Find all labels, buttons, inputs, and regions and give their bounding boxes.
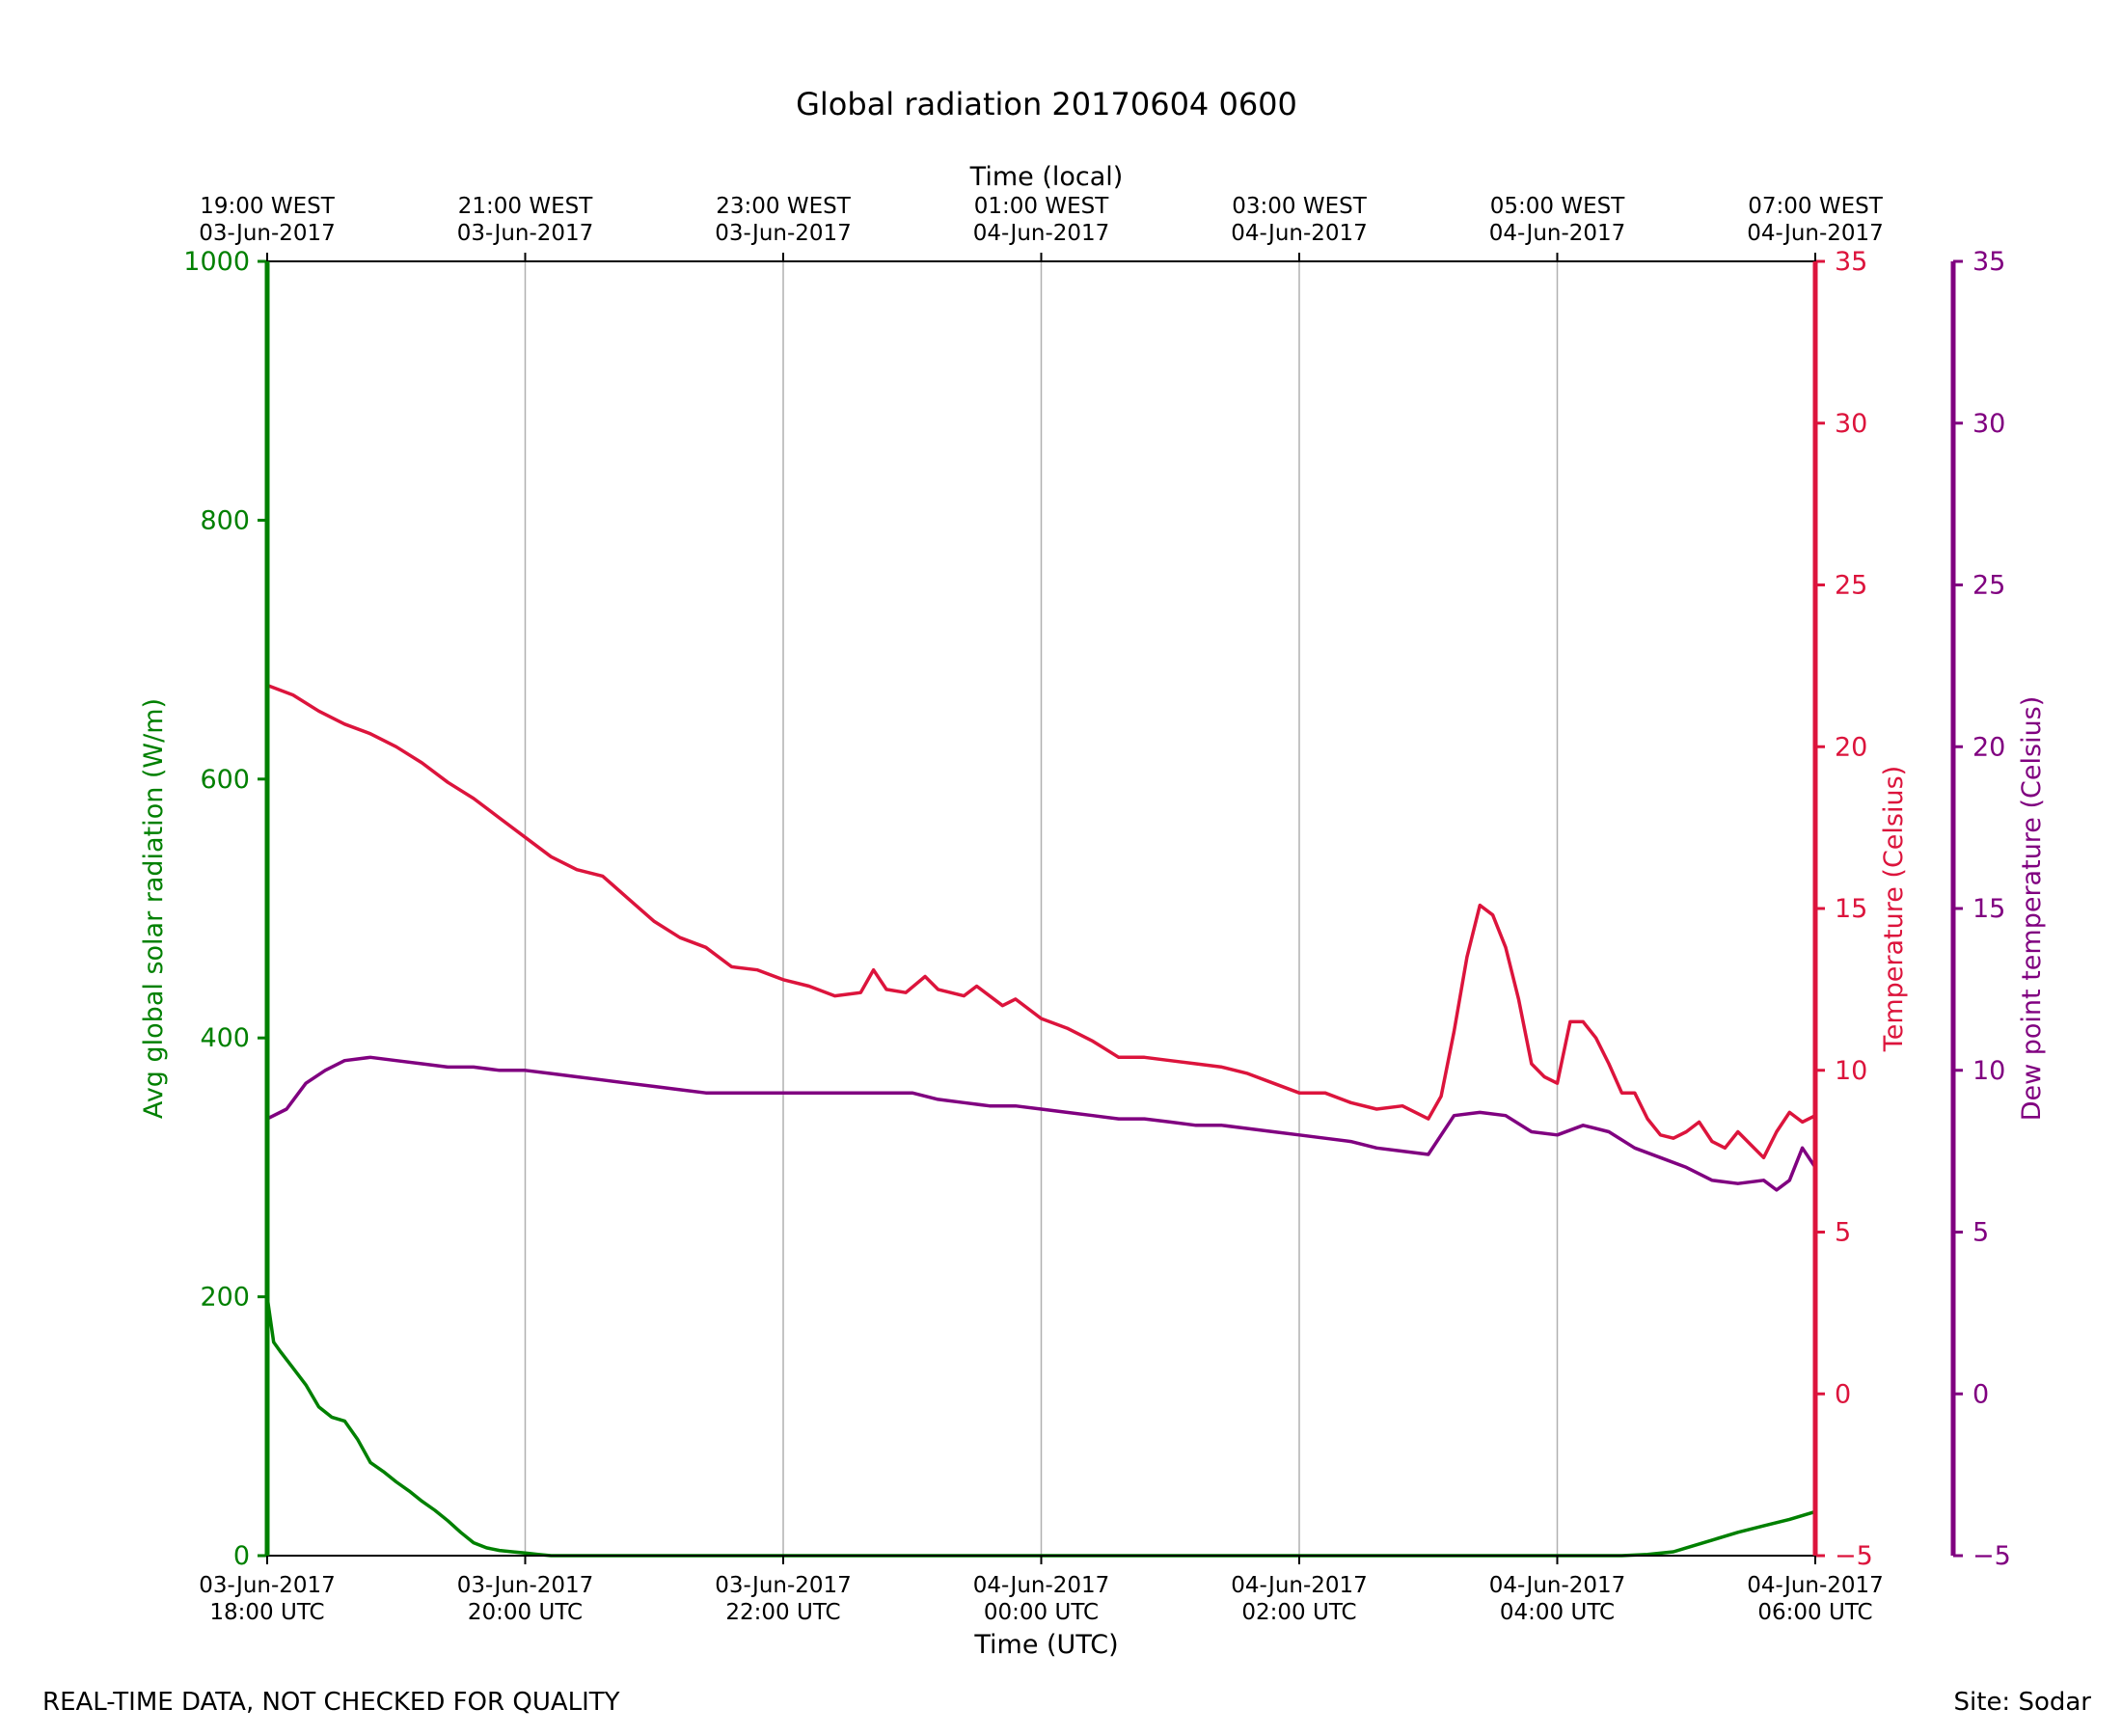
- rad-tick-label: 200: [200, 1283, 250, 1313]
- top-x-tick-label: 04-Jun-2017: [1231, 221, 1368, 246]
- x-tick-label: 06:00 UTC: [1757, 1600, 1872, 1625]
- top-x-tick-label: 03-Jun-2017: [199, 221, 336, 246]
- x-tick-label: 02:00 UTC: [1241, 1600, 1356, 1625]
- rad-tick-label: 800: [200, 505, 250, 535]
- temp-tick-label: 30: [1835, 409, 1867, 439]
- x-tick-label: 04-Jun-2017: [1489, 1573, 1626, 1598]
- dew-tick-label: 35: [1972, 247, 2005, 277]
- top-x-tick-label: 07:00 WEST: [1748, 194, 1883, 219]
- rad-tick-label: 1000: [183, 247, 250, 277]
- x-tick-label: 03-Jun-2017: [199, 1573, 336, 1598]
- x-tick-label: 18:00 UTC: [209, 1600, 324, 1625]
- chart-title: Global radiation 20170604 0600: [796, 86, 1297, 122]
- x-tick-label: 22:00 UTC: [725, 1600, 840, 1625]
- quality-disclaimer: REAL-TIME DATA, NOT CHECKED FOR QUALITY: [42, 1688, 620, 1717]
- series-line: [266, 683, 1816, 1160]
- dew-tick-label: −5: [1972, 1541, 2011, 1571]
- dew-tick-label: 30: [1972, 409, 2005, 439]
- site-label: Site: Sodar: [1953, 1688, 2091, 1717]
- temp-axis-label: Temperature (Celsius): [1879, 766, 1909, 1052]
- top-x-tick-label: 04-Jun-2017: [1489, 221, 1626, 246]
- series-line: [265, 1296, 1816, 1558]
- x-tick-label: 04-Jun-2017: [1231, 1573, 1368, 1598]
- dew-tick-label: 25: [1972, 571, 2005, 601]
- x-tick-label: 04-Jun-2017: [1747, 1573, 1884, 1598]
- dew-axis-label: Dew point temperature (Celsius): [2017, 696, 2047, 1122]
- x-tick-label: 03-Jun-2017: [715, 1573, 852, 1598]
- temp-tick-label: 25: [1835, 571, 1867, 601]
- top-x-tick-label: 03:00 WEST: [1232, 194, 1367, 219]
- x-tick-label: 04-Jun-2017: [973, 1573, 1110, 1598]
- temp-tick-label: −5: [1835, 1541, 1873, 1571]
- dew-tick-label: 0: [1972, 1379, 1989, 1409]
- top-x-tick-label: 03-Jun-2017: [457, 221, 594, 246]
- top-x-tick-label: 23:00 WEST: [716, 194, 851, 219]
- temp-tick-label: 10: [1835, 1056, 1867, 1086]
- rad-tick-label: 600: [200, 765, 250, 795]
- series-line: [266, 1055, 1817, 1192]
- rad-tick-label: 0: [233, 1541, 250, 1571]
- temp-tick-label: 15: [1835, 894, 1867, 924]
- dew-tick-label: 10: [1972, 1056, 2005, 1086]
- x-tick-label: 20:00 UTC: [468, 1600, 583, 1625]
- dew-tick-label: 20: [1972, 732, 2005, 762]
- x-tick-label: 03-Jun-2017: [457, 1573, 594, 1598]
- top-x-tick-label: 01:00 WEST: [974, 194, 1109, 219]
- dew-tick-label: 5: [1972, 1218, 1989, 1248]
- temp-tick-label: 0: [1835, 1379, 1851, 1409]
- series-layer: [265, 683, 1817, 1558]
- x-tick-label: 00:00 UTC: [984, 1600, 1099, 1625]
- x-tick-label: 04:00 UTC: [1500, 1600, 1615, 1625]
- top-x-tick-label: 04-Jun-2017: [1747, 221, 1884, 246]
- top-x-tick-label: 21:00 WEST: [458, 194, 593, 219]
- dew-tick-label: 15: [1972, 894, 2005, 924]
- top-x-axis-label: Time (local): [969, 162, 1124, 192]
- top-x-tick-label: 04-Jun-2017: [973, 221, 1110, 246]
- x-axis-label: Time (UTC): [973, 1630, 1118, 1660]
- top-x-tick-label: 03-Jun-2017: [715, 221, 852, 246]
- top-x-tick-label: 19:00 WEST: [200, 194, 335, 219]
- gridlines: [524, 261, 1559, 1556]
- temp-tick-label: 35: [1835, 247, 1867, 277]
- temp-tick-label: 20: [1835, 732, 1867, 762]
- rad-axis-label: Avg global solar radiation (W/m): [139, 698, 169, 1119]
- rad-tick-label: 400: [200, 1023, 250, 1053]
- temp-tick-label: 5: [1835, 1218, 1851, 1248]
- top-x-tick-label: 05:00 WEST: [1490, 194, 1625, 219]
